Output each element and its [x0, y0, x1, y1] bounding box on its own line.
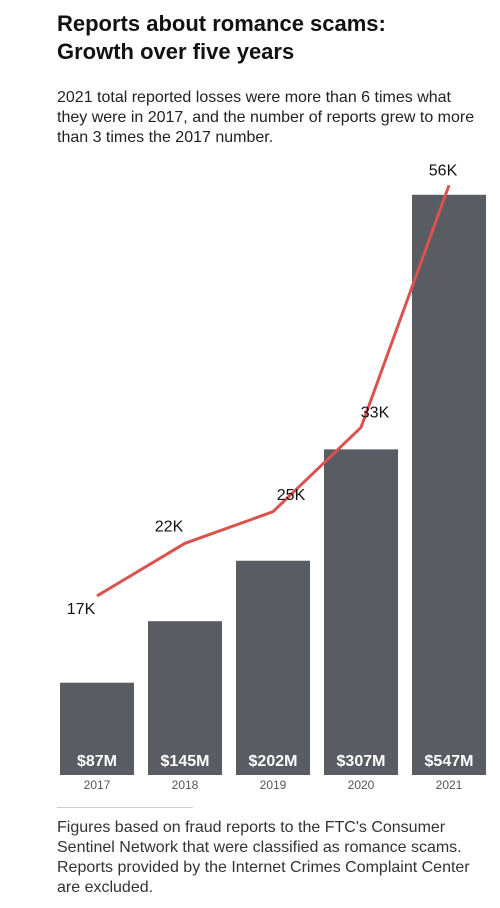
x-tick-label: 2018	[172, 778, 199, 792]
bar-value-label: $145M	[161, 753, 210, 770]
footnote: Figures based on fraud reports to the FT…	[57, 819, 470, 896]
bar-value-label: $202M	[249, 753, 298, 770]
x-tick-label: 2019	[260, 778, 287, 792]
bar	[60, 682, 134, 775]
chart: 2017 2018 2019 2020 2021 $87M $145M $202M $307M $…	[60, 162, 486, 792]
line-value-label: 56K	[429, 162, 458, 179]
bar-value-label: $547M	[425, 753, 474, 770]
chart-title: Reports about romance scams: Growth over…	[57, 11, 386, 64]
bar	[324, 449, 398, 775]
divider	[57, 807, 193, 808]
chart-subtitle: 2021 total reported losses were more tha…	[57, 89, 475, 146]
bar	[236, 560, 310, 775]
bar-value-label: $87M	[77, 753, 117, 770]
line-value-label: 22K	[155, 519, 184, 536]
bar	[148, 621, 222, 775]
bar-value-label: $307M	[337, 753, 386, 770]
x-tick-label: 2021	[436, 778, 463, 792]
bar	[412, 194, 486, 775]
line-value-label: 25K	[277, 487, 306, 504]
line-value-label: 17K	[67, 601, 96, 618]
x-tick-label: 2017	[84, 778, 111, 792]
line	[96, 184, 451, 598]
line-value-label: 33K	[361, 405, 390, 422]
x-tick-label: 2020	[348, 778, 375, 792]
